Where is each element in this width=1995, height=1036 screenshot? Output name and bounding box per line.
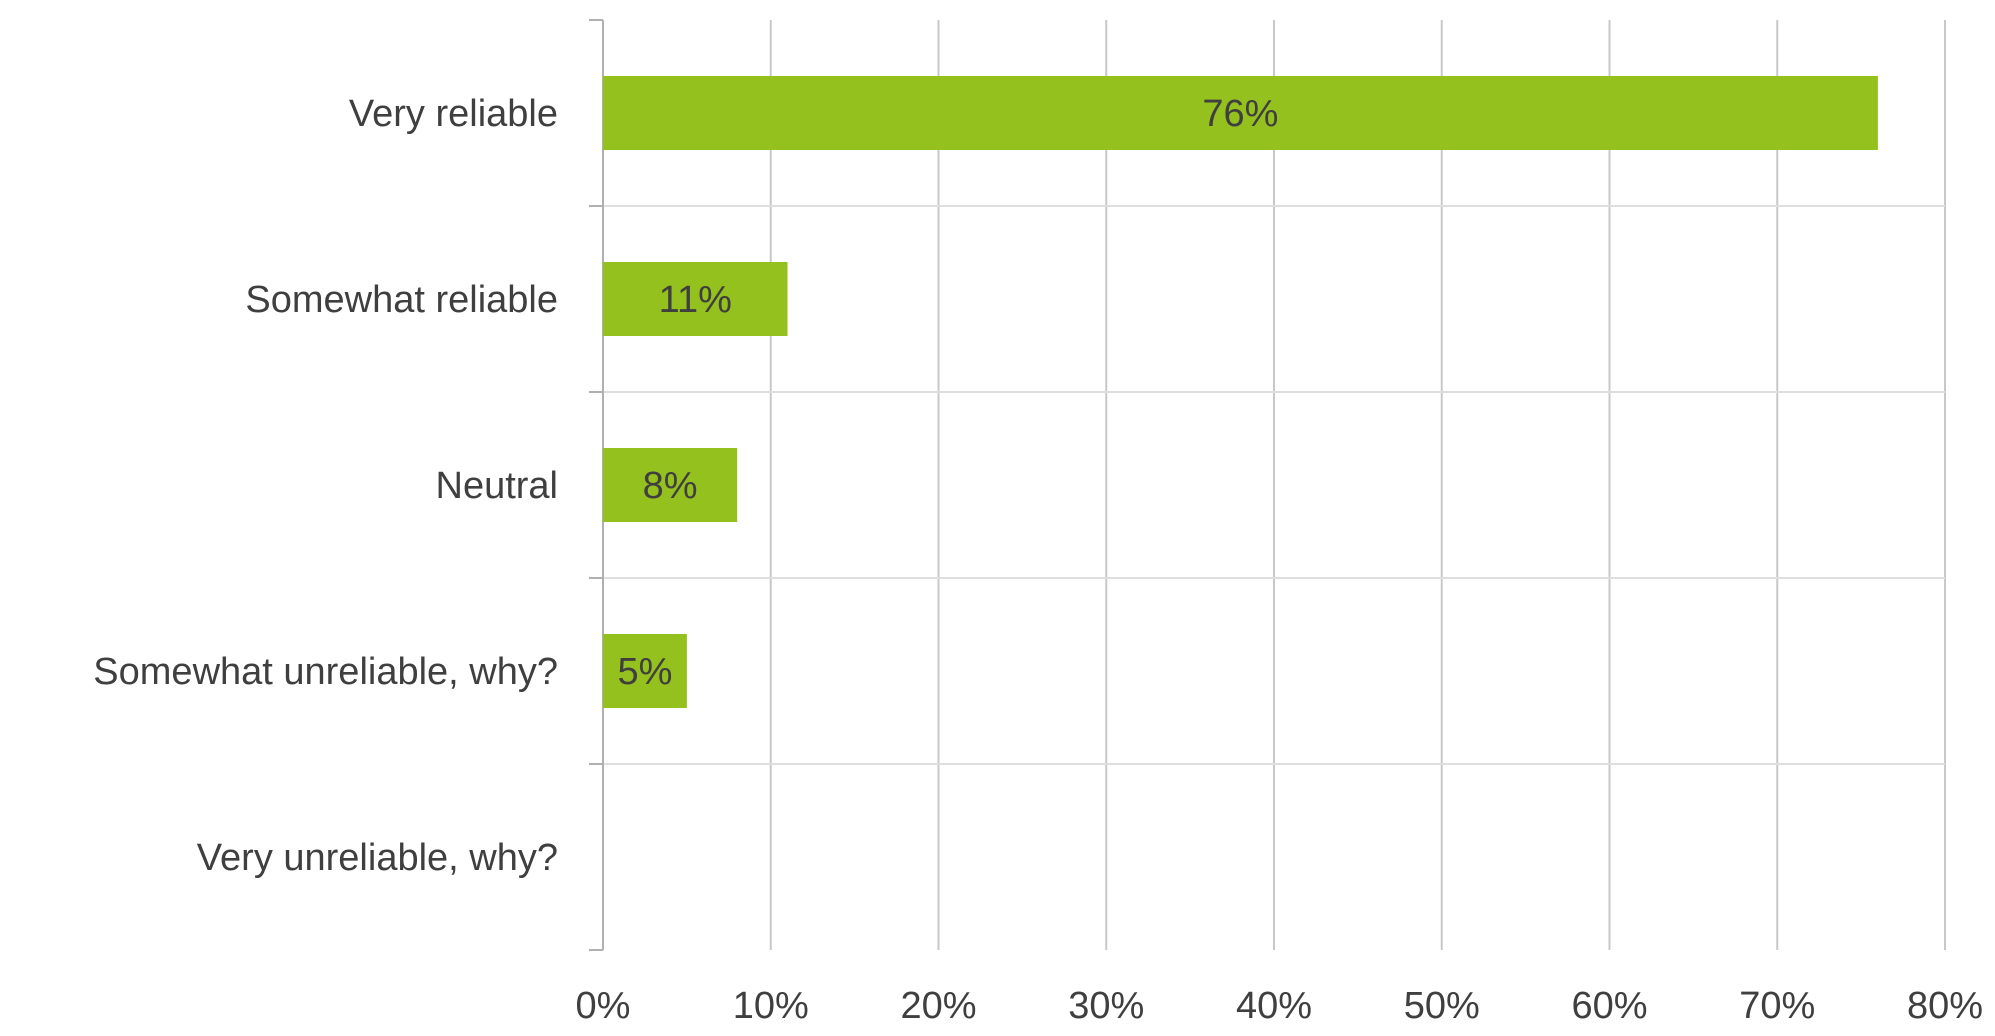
chart-bars [603, 76, 1878, 708]
data-label: 8% [643, 465, 698, 507]
x-tick-label: 30% [1068, 985, 1144, 1027]
category-label: Very unreliable, why? [197, 837, 558, 879]
x-tick-label: 40% [1236, 985, 1312, 1027]
x-tick-label: 50% [1404, 985, 1480, 1027]
x-tick-label: 10% [733, 985, 809, 1027]
category-labels: Very reliable Somewhat reliable Neutral Som… [93, 93, 558, 879]
bar [603, 262, 788, 336]
data-label: 76% [1202, 93, 1278, 135]
x-tick-label: 60% [1571, 985, 1647, 1027]
bar [603, 76, 1878, 150]
x-tick-label: 70% [1739, 985, 1815, 1027]
category-label: Neutral [436, 465, 559, 507]
x-tick-label: 0% [576, 985, 631, 1027]
data-label: 11% [659, 279, 732, 321]
category-label: Somewhat unreliable, why? [93, 651, 558, 693]
bar [603, 448, 738, 522]
x-tick-label: 80% [1907, 985, 1983, 1027]
category-label: Somewhat reliable [245, 279, 558, 321]
chart-grid [589, 19, 1946, 951]
x-axis-tick-labels: 0% 10% 20% 30% 40% 50% 60% 70% 80% [576, 985, 1983, 1027]
bar [603, 634, 687, 708]
data-labels: 76% 11% 8% 5% [617, 93, 1278, 693]
category-label: Very reliable [349, 93, 558, 135]
x-tick-label: 20% [900, 985, 976, 1027]
data-label: 5% [617, 651, 672, 693]
